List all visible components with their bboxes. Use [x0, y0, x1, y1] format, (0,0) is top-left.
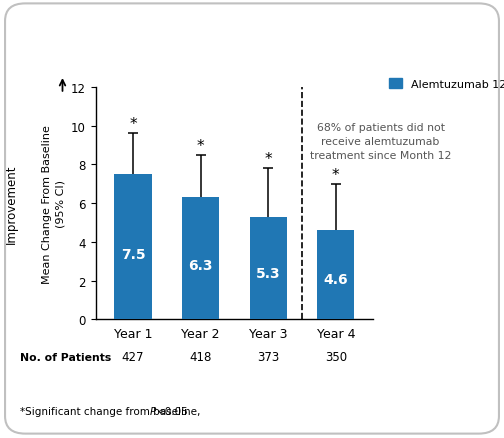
- Bar: [114, 175, 152, 320]
- Text: *: *: [129, 117, 137, 132]
- Text: P: P: [150, 406, 156, 416]
- Text: *: *: [332, 167, 340, 182]
- Bar: [182, 198, 219, 320]
- Y-axis label: Mean Change From Baseline
(95% CI): Mean Change From Baseline (95% CI): [42, 124, 66, 283]
- Text: 4.6: 4.6: [324, 273, 348, 287]
- Text: 5.3: 5.3: [256, 267, 281, 281]
- Text: 7.5: 7.5: [120, 247, 145, 261]
- Text: *: *: [265, 152, 272, 167]
- Text: 418: 418: [190, 350, 212, 364]
- Bar: [249, 217, 287, 320]
- Text: Over 4 Years: Over 4 Years: [20, 53, 104, 66]
- Legend: Alemtuzumab 12 mg: Alemtuzumab 12 mg: [384, 74, 504, 94]
- Text: *: *: [197, 138, 204, 153]
- Text: Improvement: Improvement: [5, 164, 18, 244]
- Text: Figure 1.: Figure 1.: [20, 17, 87, 30]
- Text: No. of Patients: No. of Patients: [20, 352, 111, 362]
- Text: 373: 373: [257, 350, 279, 364]
- Text: *Significant change from baseline,: *Significant change from baseline,: [20, 406, 204, 416]
- Text: 427: 427: [121, 350, 144, 364]
- Text: 68% of patients did not
receive alemtuzumab
treatment since Month 12: 68% of patients did not receive alemtuzu…: [310, 123, 451, 161]
- Text: 350: 350: [325, 350, 347, 364]
- Bar: [317, 231, 354, 320]
- Text: 6.3: 6.3: [188, 258, 213, 272]
- Text: Durable Effect of Alemtuzumab on FAMS Total Score: Durable Effect of Alemtuzumab on FAMS To…: [93, 17, 445, 30]
- Text: <0.05: <0.05: [157, 406, 189, 416]
